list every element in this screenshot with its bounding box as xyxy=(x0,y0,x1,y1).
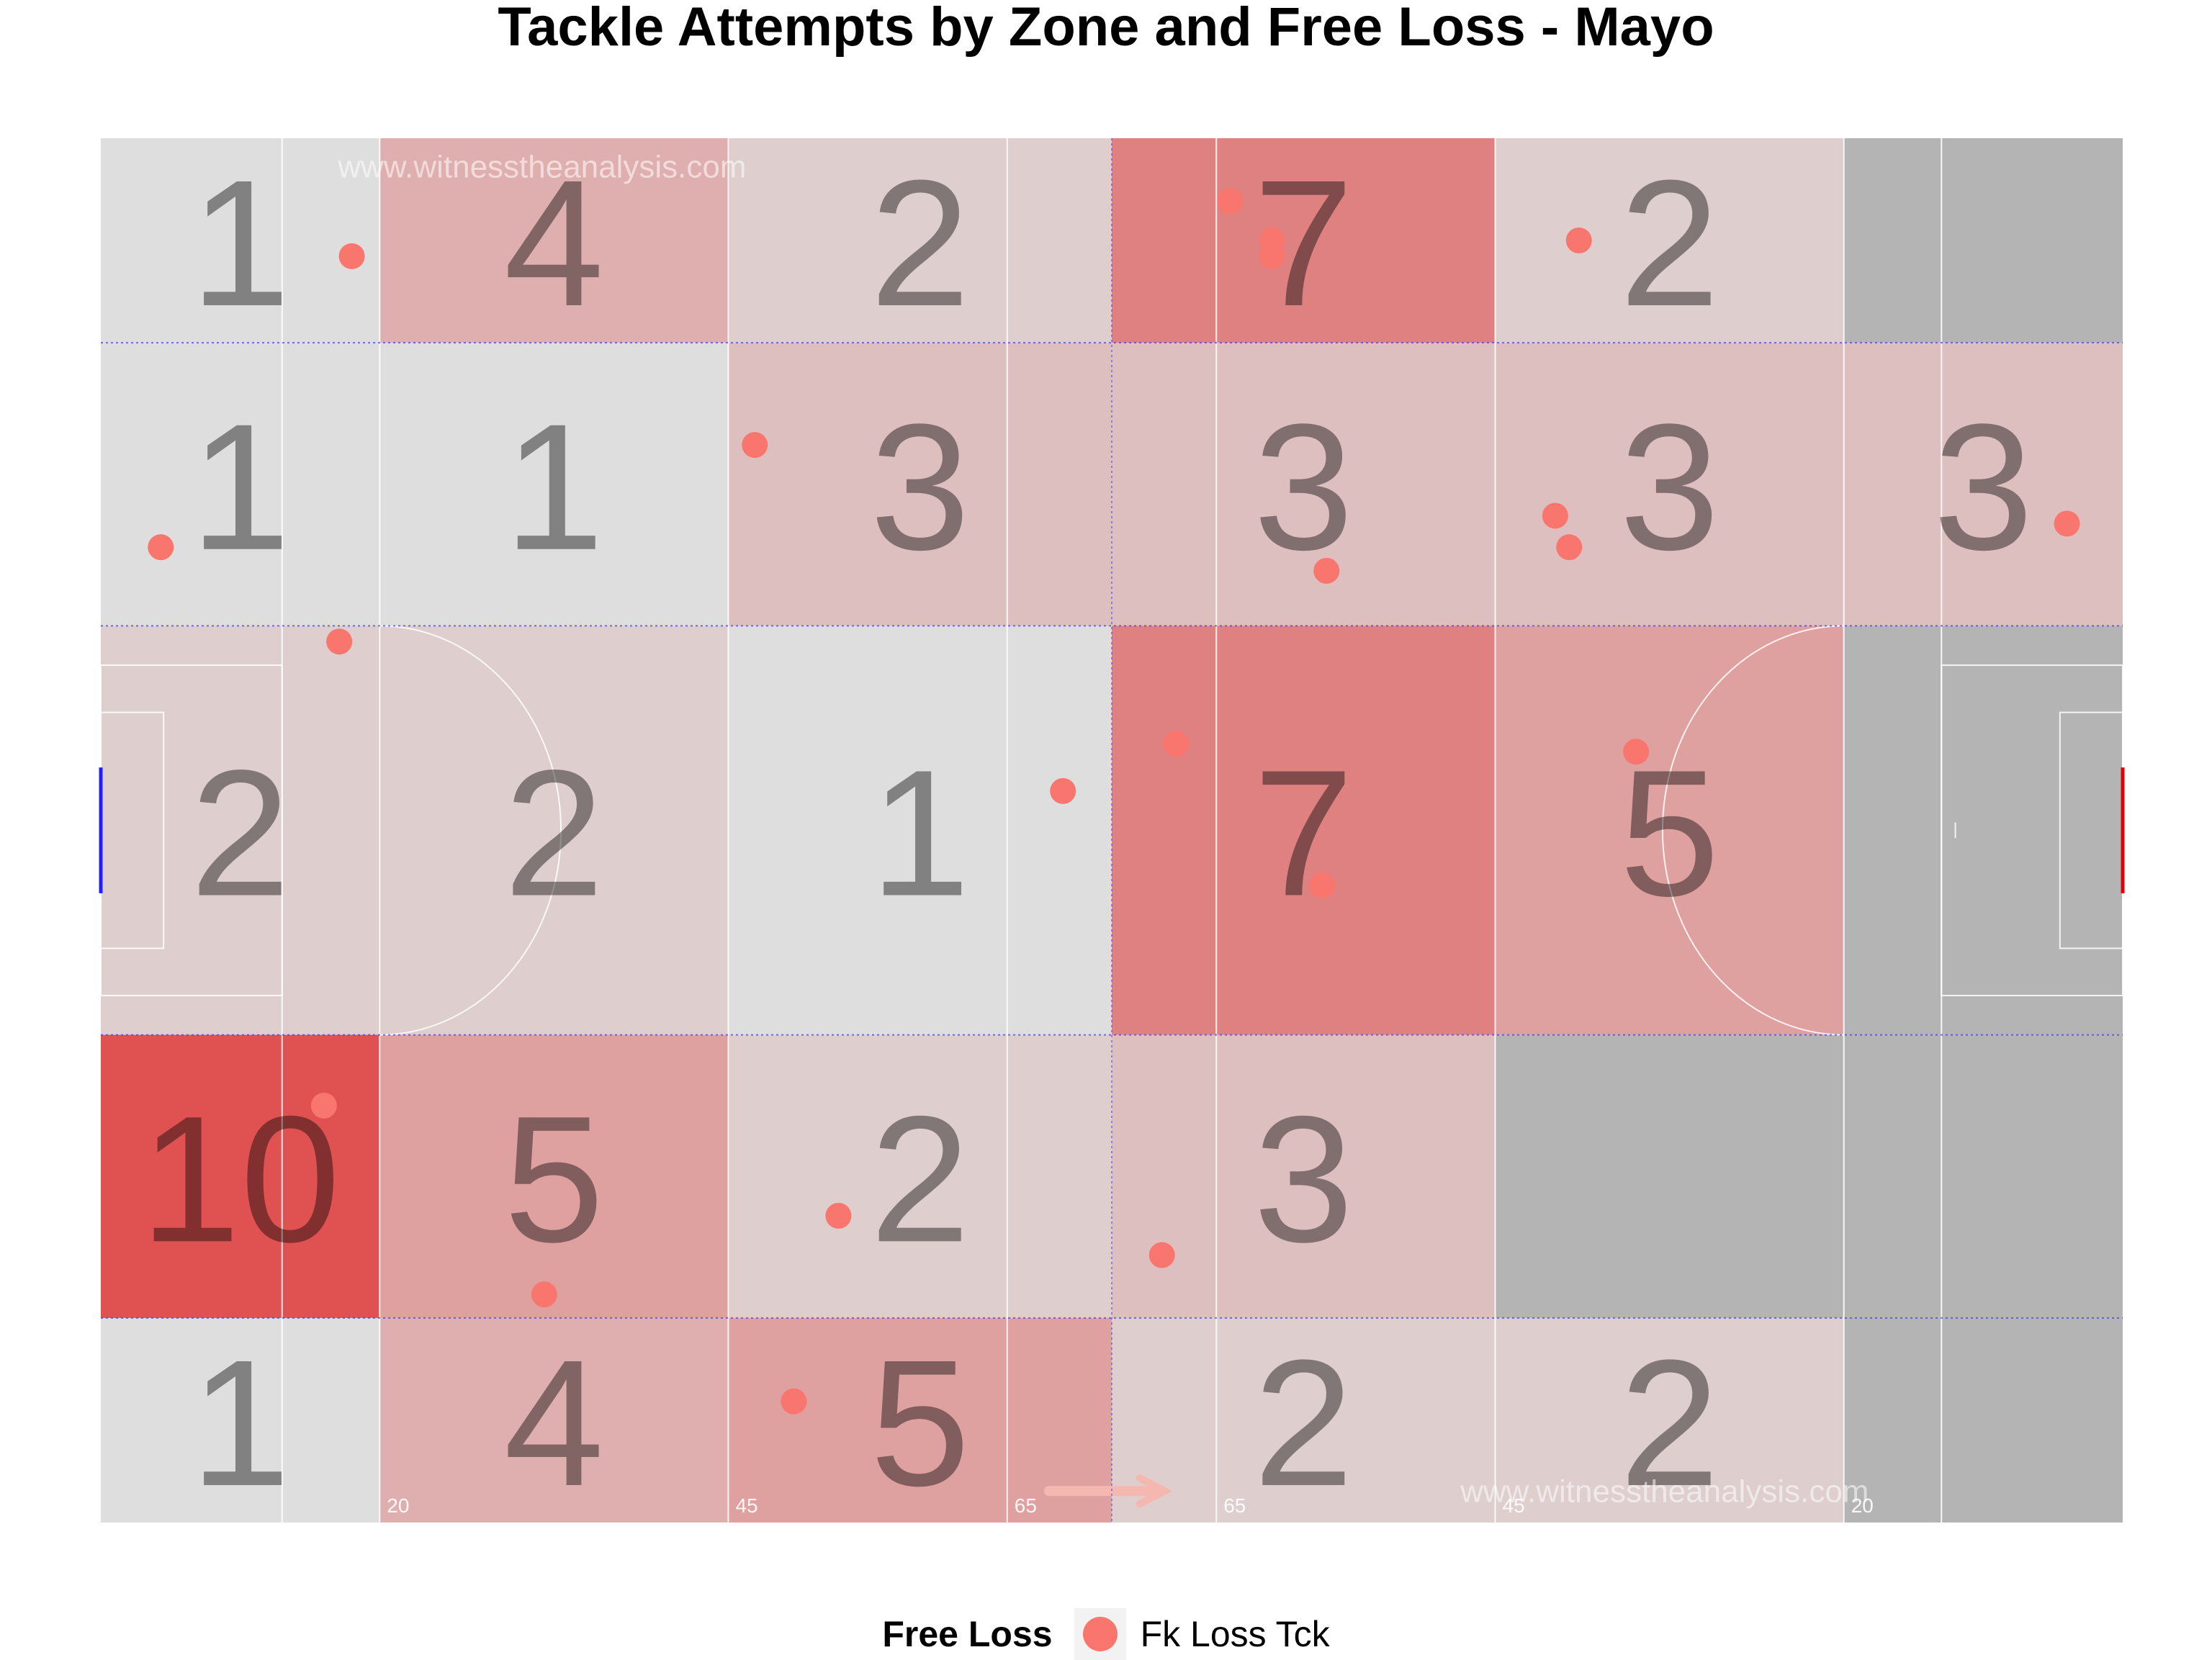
free-loss-point xyxy=(338,243,365,269)
arc-left xyxy=(379,625,562,1036)
zone-cell xyxy=(101,138,380,343)
distance-label: 45 xyxy=(735,1494,757,1517)
watermark-bottom: www.witnesstheanalysis.com xyxy=(1460,1474,1869,1510)
zone-count-label: 3 xyxy=(1933,387,2033,587)
zone-count-label: 10 xyxy=(140,1078,341,1279)
zone-count-label: 1 xyxy=(190,143,290,343)
zone-count-label: 1 xyxy=(190,387,290,587)
zone-count-label: 1 xyxy=(190,1322,290,1523)
zone-cell xyxy=(101,1034,380,1318)
zone-cell xyxy=(379,1034,729,1318)
free-loss-point xyxy=(1542,502,1568,529)
zone-count-label: 3 xyxy=(1254,387,1354,587)
free-loss-point xyxy=(531,1281,557,1308)
arc-right xyxy=(1661,625,1844,1036)
free-loss-point xyxy=(1163,731,1190,757)
zone-count-label: 7 xyxy=(1254,733,1354,934)
zone-count-label: 5 xyxy=(1619,733,1719,934)
free-loss-point xyxy=(781,1388,807,1415)
free-loss-points xyxy=(148,188,2080,1415)
zone-count-label: 1 xyxy=(504,387,604,587)
zone-count-label: 2 xyxy=(1619,143,1719,343)
zone-count-label: 4 xyxy=(504,143,604,343)
free-loss-point xyxy=(148,534,174,561)
watermarks: www.witnesstheanalysis.com www.witnessthe… xyxy=(337,150,1869,1510)
zone-cell xyxy=(379,626,729,1035)
zone-cell xyxy=(728,626,1112,1035)
free-loss-point xyxy=(1050,777,1076,804)
zone-cell xyxy=(379,343,729,626)
zone-count-label: 4 xyxy=(504,1322,604,1523)
zone-cell xyxy=(1112,1034,1496,1318)
free-loss-point xyxy=(1259,243,1285,269)
zone-cell xyxy=(1112,343,1496,626)
free-loss-point xyxy=(2054,510,2080,537)
zone-dividers xyxy=(101,138,2123,1523)
zone-cell xyxy=(101,626,380,1035)
zone-cell xyxy=(1843,1317,2123,1523)
free-loss-point xyxy=(1556,534,1583,561)
free-loss-point xyxy=(825,1202,852,1229)
zone-count-label: 2 xyxy=(1254,1322,1354,1523)
zone-count-label: 1 xyxy=(870,733,970,934)
zone-count-label: 5 xyxy=(504,1078,604,1279)
direction-arrow-head xyxy=(1136,1474,1173,1508)
zone-cell xyxy=(728,343,1112,626)
zone-count-label: 2 xyxy=(1619,1322,1719,1523)
watermark-top: www.witnesstheanalysis.com xyxy=(337,150,746,185)
zone-cell xyxy=(1112,1317,1496,1523)
zone-cell xyxy=(379,138,729,343)
zone-cell xyxy=(1495,138,1844,343)
zone-count-label: 2 xyxy=(504,733,604,934)
zone-cell xyxy=(379,1317,729,1523)
free-loss-point xyxy=(1309,872,1336,898)
distance-label: 20 xyxy=(387,1494,409,1517)
free-loss-point xyxy=(1217,188,1244,215)
distance-label: 20 xyxy=(1851,1494,1874,1517)
chart-title: Tackle Attempts by Zone and Free Loss - … xyxy=(498,0,1714,58)
legend: Free Loss Fk Loss Tck xyxy=(0,1608,2212,1660)
zone-cell xyxy=(728,138,1112,343)
legend-key xyxy=(1074,1608,1126,1660)
zone-count-label: 2 xyxy=(190,733,290,934)
zone-cell xyxy=(101,343,380,626)
free-loss-point xyxy=(326,628,353,655)
zone-count-label: 2 xyxy=(870,143,970,343)
zone-cell xyxy=(728,1034,1112,1318)
pitch-markings: 20 45 65 65 45 20 xyxy=(99,138,2125,1523)
zone-cell xyxy=(1495,626,1844,1035)
zone-cell xyxy=(1495,1317,1844,1523)
zone-cell xyxy=(1843,343,2123,626)
count-labels: 1 4 2 7 21 1 3 3 3 32 2 1 7 510 5 2 31 4 5 2 2 xyxy=(140,143,2033,1523)
zone-count-label: 3 xyxy=(1254,1078,1354,1279)
legend-entry-label: Fk Loss Tck xyxy=(1140,1614,1330,1654)
zone-count-label: 2 xyxy=(870,1078,970,1279)
distance-label: 65 xyxy=(1223,1494,1246,1517)
free-loss-point xyxy=(1623,739,1650,765)
zone-cell xyxy=(1843,1034,2123,1318)
free-loss-point xyxy=(310,1092,337,1119)
zone-cell xyxy=(101,1317,380,1523)
legend-title: Free Loss xyxy=(882,1614,1053,1654)
zone-count-label: 3 xyxy=(870,387,970,587)
distance-label: 65 xyxy=(1015,1494,1037,1517)
zone-cell xyxy=(1495,1034,1844,1318)
zone-count-label: 3 xyxy=(1619,387,1719,587)
distance-label: 45 xyxy=(1503,1494,1525,1517)
zone-cell xyxy=(1843,626,2123,1035)
free-loss-point xyxy=(742,432,768,459)
zone-cell xyxy=(1495,343,1844,626)
free-loss-point xyxy=(1565,227,1592,254)
zone-count-label: 5 xyxy=(870,1322,970,1523)
legend-point-icon xyxy=(1082,1617,1118,1651)
free-loss-point xyxy=(1313,557,1340,584)
zone-cell xyxy=(1112,626,1496,1035)
zone-cell xyxy=(1843,138,2123,343)
zone-cell xyxy=(1112,138,1496,343)
free-loss-point xyxy=(1148,1242,1175,1268)
zones-layer xyxy=(101,138,2123,1523)
